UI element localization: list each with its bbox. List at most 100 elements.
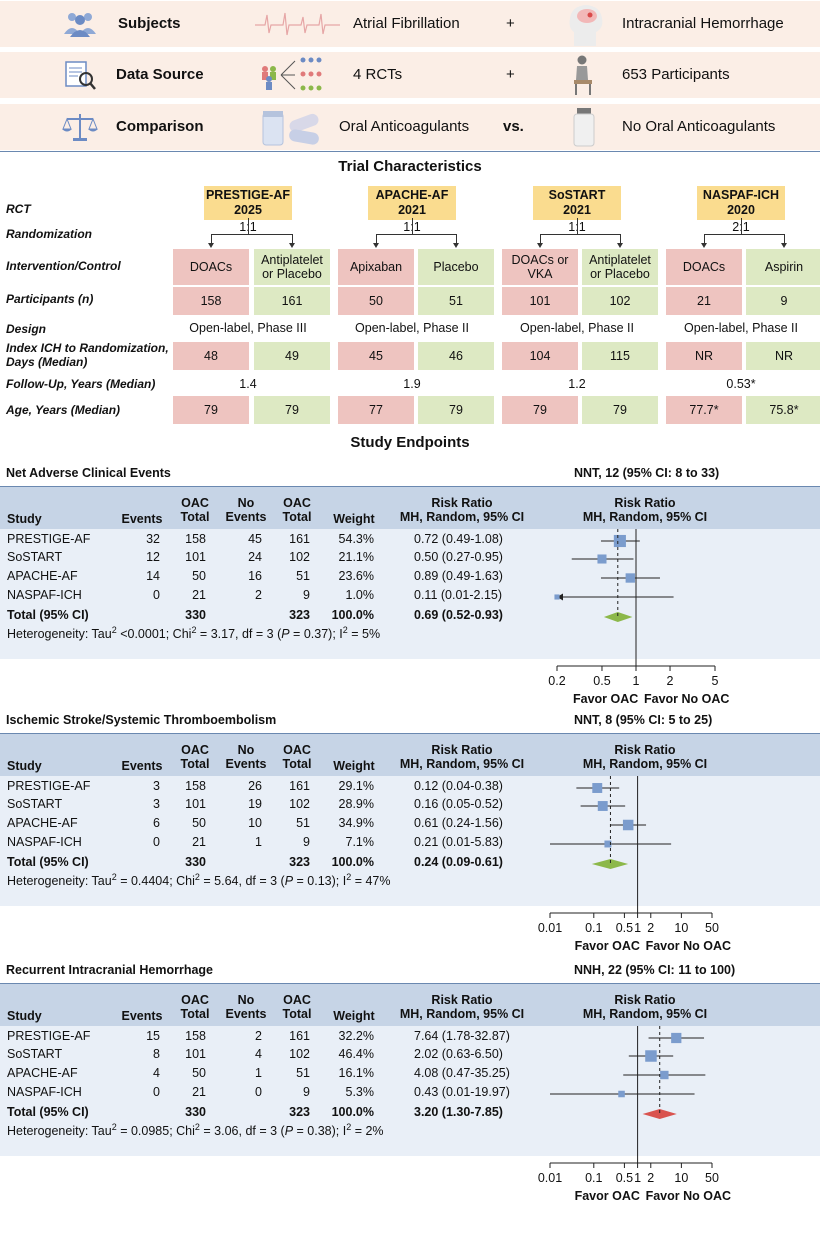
events-no-oac: 19 (248, 797, 262, 811)
study-name: PRESTIGE-AF (7, 779, 91, 793)
bracket-bar (704, 234, 784, 235)
study-name: PRESTIGE-AF (7, 532, 91, 546)
design-text: Open-label, Phase II (684, 321, 798, 335)
col-events-header: Events (121, 512, 163, 526)
trial-year: 2021 (398, 203, 426, 217)
intervention-box: DOACs or VKA (502, 249, 578, 285)
rr-label: Risk Ratio (431, 743, 493, 757)
events-oac: 12 (146, 550, 160, 564)
total-no-oac-sum: 323 (289, 608, 310, 622)
superscript: 2 (111, 1122, 117, 1132)
events-no-oac: 16 (248, 569, 262, 583)
events-oac: 4 (153, 1066, 160, 1080)
control-line1: Aspirin (764, 260, 804, 274)
control-box: Placebo (418, 249, 494, 285)
tick-label: 2 (647, 921, 655, 935)
bracket-left (540, 234, 541, 246)
superscript: 2 (111, 625, 117, 635)
pico-subjects-left: Atrial Fibrillation (353, 15, 460, 32)
participants-ctl: 51 (418, 287, 494, 315)
row-label-participants: Participants (n) (6, 292, 94, 306)
pooled-diamond (603, 612, 633, 622)
favor-oac-label: Favor OAC (574, 1189, 640, 1203)
arrow-right (617, 243, 623, 248)
forest-plot-svg (549, 1026, 713, 1168)
bracket-stem (741, 218, 742, 234)
total-no-oac: 161 (289, 779, 310, 793)
control-line1: Placebo (433, 260, 479, 274)
participants-int: 101 (502, 287, 578, 315)
tick-label: 0.01 (537, 1171, 563, 1185)
bracket-left (211, 234, 212, 246)
events-no-oac: 10 (248, 816, 262, 830)
index-ich-ctl: 115 (582, 342, 658, 370)
index-ich-ctl: NR (746, 342, 820, 370)
trial-name-box: PRESTIGE-AF 2025 (204, 186, 292, 220)
age-ctl: 79 (254, 396, 330, 424)
het-part: = 0.0985; Chi (116, 1124, 195, 1139)
events-no-oac: 24 (248, 550, 262, 564)
pico-comparison-right: No Oral Anticoagulants (622, 118, 776, 135)
bracket-right (784, 234, 785, 246)
total-oac: 158 (185, 1029, 206, 1043)
col-oac-total2-header: OAC Total (278, 496, 316, 524)
arrow-left (701, 243, 707, 248)
rr-ci-text: 0.16 (0.05-0.52) (414, 797, 503, 811)
het-part: <0.0001; Chi (116, 627, 192, 642)
total-label: Total (95% CI) (7, 855, 89, 869)
point-estimate (597, 801, 608, 811)
total-no-oac: 102 (289, 550, 310, 564)
events-no-oac: 1 (255, 835, 262, 849)
rr-ci-text: 0.72 (0.49-1.08) (414, 532, 503, 546)
followup-text: 1.9 (403, 377, 421, 391)
rr-label: Risk Ratio (614, 993, 676, 1007)
point-estimate (604, 840, 612, 848)
arrow-left (208, 243, 214, 248)
col-rr-header: Risk Ratio MH, Random, 95% CI (392, 993, 532, 1021)
events-oac: 15 (146, 1029, 160, 1043)
control-box: Antiplatelet or Placebo (582, 249, 658, 285)
tick-label: 0.5 (615, 921, 634, 935)
row-label-rct: RCT (6, 202, 31, 216)
bracket-left (376, 234, 377, 246)
forest-plot-svg (554, 529, 716, 671)
total-oac-sum: 330 (185, 1105, 206, 1119)
index-ich-int: 104 (502, 342, 578, 370)
arrow-left (537, 243, 543, 248)
age-int: 79 (502, 396, 578, 424)
design-text: Open-label, Phase II (520, 321, 634, 335)
col-weight-header: Weight (333, 512, 375, 526)
total-oac: 21 (192, 1085, 206, 1099)
superscript: 2 (346, 1122, 352, 1132)
weight: 23.6% (338, 569, 374, 583)
col-no-events-header: No Events (224, 993, 268, 1021)
total-oac: 101 (185, 550, 206, 564)
tick-label: 1 (632, 674, 640, 688)
rr-ci-text: 0.43 (0.01-19.97) (414, 1085, 510, 1099)
rr-ci-text: 4.08 (0.47-35.25) (414, 1066, 510, 1080)
col-rr-header: Risk Ratio MH, Random, 95% CI (392, 496, 532, 524)
no-label: No (237, 496, 255, 510)
total-no-oac: 51 (296, 816, 310, 830)
bracket-right (292, 234, 293, 246)
weight: 28.9% (338, 797, 374, 811)
participants-int: 50 (338, 287, 414, 315)
study-name: SoSTART (7, 1047, 63, 1061)
total-label: Total (95% CI) (7, 1105, 89, 1119)
favor-no-oac-label: Favor No OAC (644, 692, 730, 706)
total-weight: 100.0% (331, 1105, 374, 1119)
rr-method: MH, Random, 95% CI (399, 757, 525, 771)
oac-label: OAC (181, 496, 209, 510)
events-label: Events (225, 510, 267, 524)
row-label-design: Design (6, 322, 47, 336)
events-oac: 8 (153, 1047, 160, 1061)
bracket-bar (540, 234, 620, 235)
events-oac: 3 (153, 797, 160, 811)
events-no-oac: 2 (255, 1029, 262, 1043)
weight: 46.4% (338, 1047, 374, 1061)
tick-label: 0.01 (537, 921, 563, 935)
events-no-oac: 45 (248, 532, 262, 546)
het-part: Heterogeneity: Tau (7, 874, 112, 889)
bracket-bar (376, 234, 456, 235)
tick-label: 10 (674, 921, 689, 935)
